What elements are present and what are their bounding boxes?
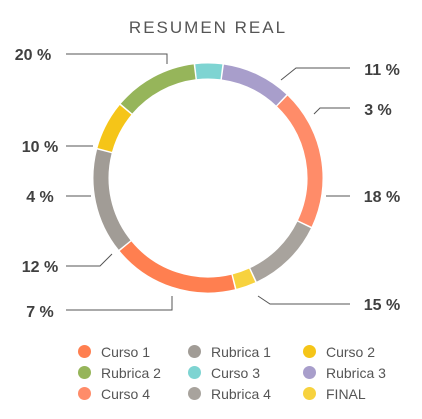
slice-labels: 18 % 15 % 7 % 12 % 4 % 10 % 20 % 11 % 3 % — [15, 47, 400, 321]
legend-label-curso-1: Curso 1 — [101, 343, 151, 360]
leader-rubrica-1 — [257, 295, 350, 305]
legend-swatch-rubrica-4 — [188, 387, 201, 400]
data-label-curso-4: 20 % — [15, 47, 51, 64]
donut-chart: RESUMEN REAL 18 %15 %7 %12 %4 %10 %20 %1… — [15, 18, 400, 321]
legend-swatch-rubrica-3 — [303, 366, 316, 379]
data-label-curso-2: 7 % — [26, 304, 54, 321]
legend-label-rubrica-4: Rubrica 4 — [211, 385, 271, 402]
legend-label-curso-3: Curso 3 — [211, 364, 261, 381]
legend-item-rubrica-4: Rubrica 4 — [188, 385, 303, 402]
slice-rubrica-2 — [120, 64, 196, 114]
slice-curso-4 — [277, 95, 323, 227]
data-label-rubrica-1: 15 % — [364, 297, 400, 314]
leader-rubrica-2 — [66, 253, 113, 267]
legend-label-rubrica-3: Rubrica 3 — [326, 364, 386, 381]
legend-swatch-curso-3 — [188, 366, 201, 379]
slice-rubrica-1 — [93, 149, 131, 250]
legend-item-rubrica-2: Rubrica 2 — [78, 364, 188, 381]
legend-label-curso-4: Curso 4 — [101, 385, 151, 402]
data-label-rubrica-3: 10 % — [22, 139, 58, 156]
leader-rubrica-4 — [280, 67, 350, 81]
data-label-curso-1: 18 % — [364, 189, 400, 206]
legend-swatch-curso-1 — [78, 345, 91, 358]
donut-slices — [93, 63, 323, 293]
slice-curso-2 — [97, 105, 132, 153]
legend-item-final: FINAL — [303, 385, 403, 402]
legend-swatch-curso-2 — [303, 345, 316, 358]
data-label-rubrica-4: 11 % — [364, 62, 400, 79]
legend-swatch-curso-4 — [78, 387, 91, 400]
legend-swatch-rubrica-1 — [188, 345, 201, 358]
slice-final — [232, 268, 256, 289]
slice-curso-1 — [119, 241, 235, 293]
legend-label-curso-2: Curso 2 — [326, 343, 376, 360]
chart-legend: Curso 1 Rubrica 1 Curso 2 Rubrica 2 Curso 3 R… — [78, 343, 408, 402]
slice-curso-3 — [195, 63, 223, 80]
data-label-final: 3 % — [364, 102, 392, 119]
slice-rubrica-4 — [250, 221, 311, 282]
legend-item-curso-2: Curso 2 — [303, 343, 403, 360]
chart-title: RESUMEN REAL — [129, 18, 287, 37]
legend-item-curso-1: Curso 1 — [78, 343, 188, 360]
slice-rubrica-3 — [221, 64, 287, 106]
legend-item-rubrica-1: Rubrica 1 — [188, 343, 303, 360]
leader-final — [313, 107, 350, 115]
legend-item-curso-4: Curso 4 — [78, 385, 188, 402]
leader-curso-4 — [66, 53, 168, 64]
legend-swatch-final — [303, 387, 316, 400]
legend-swatch-rubrica-2 — [78, 366, 91, 379]
legend-item-curso-3: Curso 3 — [188, 364, 303, 381]
data-label-rubrica-2: 12 % — [22, 259, 58, 276]
leader-curso-2 — [66, 296, 173, 311]
data-label-curso-3: 4 % — [26, 189, 54, 206]
legend-item-rubrica-3: Rubrica 3 — [303, 364, 403, 381]
legend-label-rubrica-2: Rubrica 2 — [101, 364, 161, 381]
legend-label-rubrica-1: Rubrica 1 — [211, 343, 271, 360]
legend-label-final: FINAL — [326, 385, 366, 402]
